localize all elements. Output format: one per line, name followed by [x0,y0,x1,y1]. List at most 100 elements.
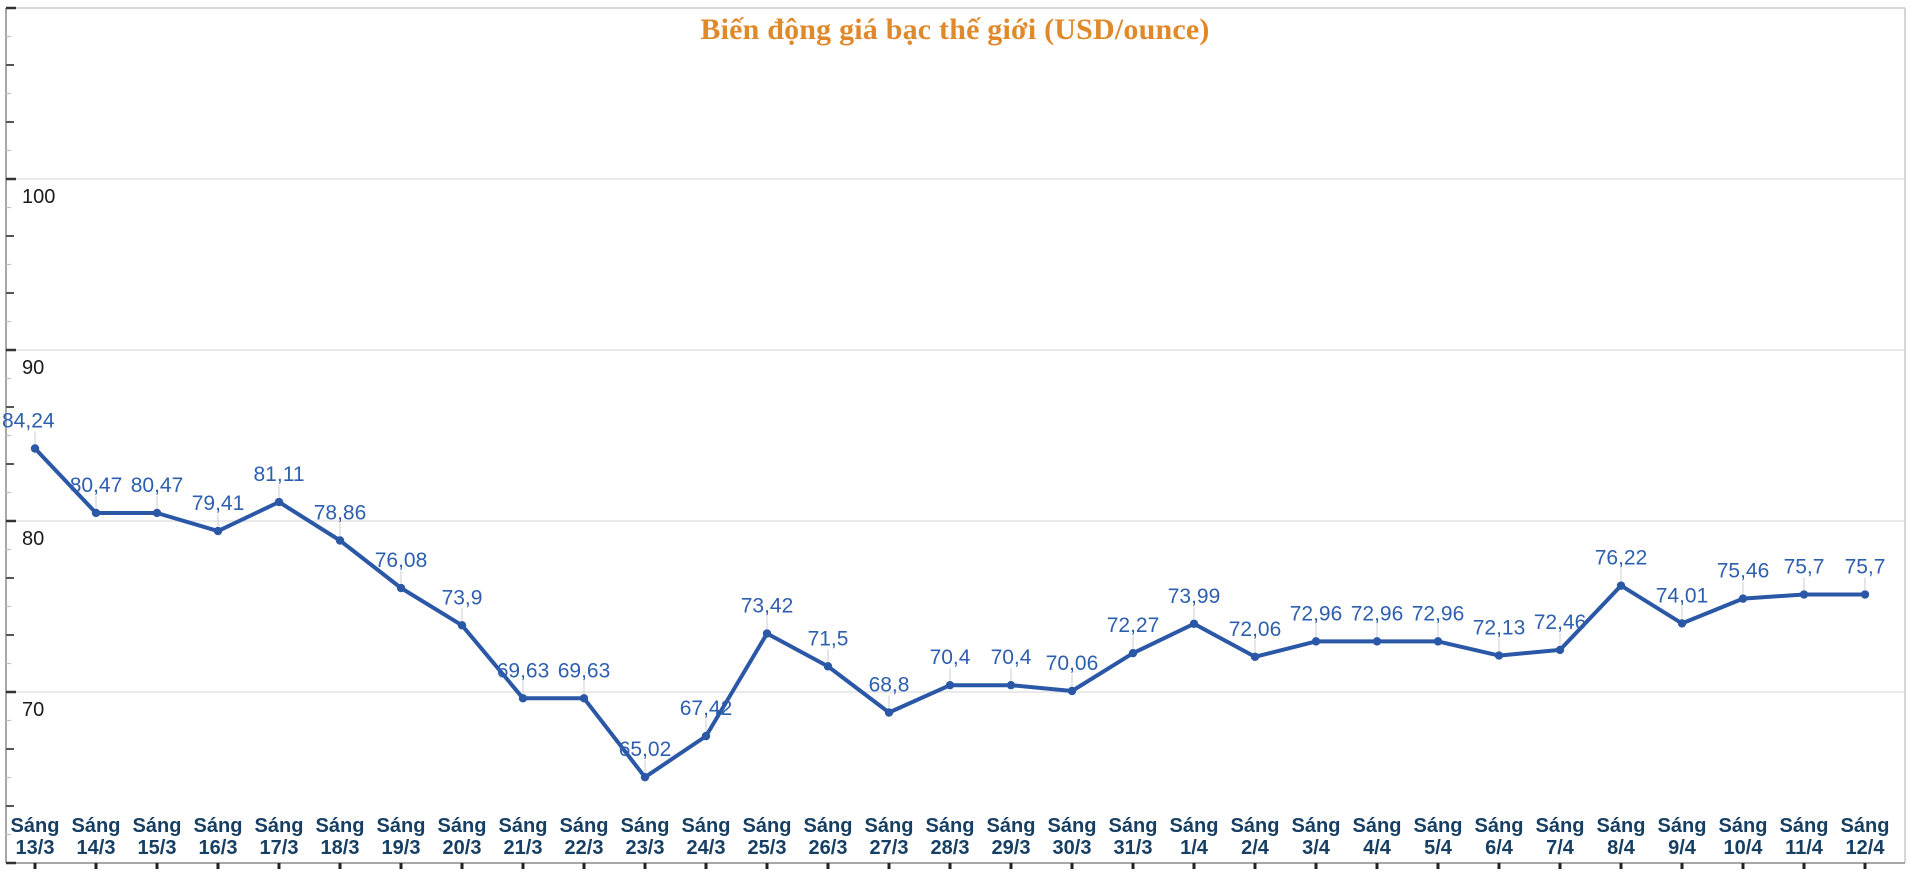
x-axis-label: Sáng 26/3 [804,815,853,859]
data-point [396,583,406,593]
x-axis-label: Sáng 15/3 [133,815,182,859]
y-axis-label: 70 [22,699,44,721]
data-point-label: 73,99 [1168,585,1221,608]
x-axis-label: Sáng 30/3 [1048,815,1097,859]
data-point-label: 65,02 [619,738,672,761]
data-point-label: 76,22 [1595,547,1648,570]
x-axis-label: Sáng 24/3 [682,815,731,859]
data-point [579,694,589,703]
data-point-label: 75,7 [1784,556,1825,579]
data-point-label: 80,47 [70,474,123,497]
data-point-label: 84,24 [2,409,55,432]
data-point-label: 75,7 [1845,556,1886,579]
x-axis-label: Sáng 31/3 [1109,815,1158,859]
data-point [640,772,650,782]
y-axis-label: 90 [22,357,44,379]
data-point-label: 70,4 [991,646,1032,669]
x-axis-label: Sáng 2/4 [1231,815,1280,859]
data-point-label: 79,41 [192,492,245,515]
data-point [1006,680,1016,690]
data-point [1311,637,1321,646]
chart-title: Biến động giá bạc thế giới (USD/ounce) [700,13,1210,46]
data-point-label: 72,96 [1351,602,1404,625]
data-point-label: 68,8 [869,674,910,697]
data-point [884,708,894,717]
data-point-label: 75,46 [1717,560,1770,583]
x-axis-label: Sáng 29/3 [987,815,1036,859]
data-point-label: 71,5 [808,627,849,650]
data-point [91,508,101,518]
trend-line [33,446,1867,780]
data-point-label: 73,9 [442,586,483,609]
x-axis-label: Sáng 4/4 [1353,815,1402,859]
data-point [1250,652,1260,661]
x-axis-label: Sáng 11/4 [1780,815,1829,859]
data-point [1555,645,1565,655]
x-axis-label: Sáng 20/3 [438,815,487,859]
data-point [1494,651,1504,660]
x-axis-label: Sáng 28/3 [926,815,975,859]
data-point [823,662,833,671]
data-point-label: 69,63 [558,659,611,682]
data-point [152,508,162,518]
data-point-label: 72,96 [1290,602,1343,625]
data-point [1677,619,1687,628]
data-point-label: 80,47 [131,474,184,497]
data-point-label: 67,42 [680,697,733,720]
x-axis-label: Sáng 27/3 [865,815,914,859]
x-axis-label: Sáng 8/4 [1597,815,1646,859]
data-point [1738,594,1748,603]
data-point [30,444,40,453]
data-point [1433,637,1443,646]
x-axis-label: Sáng 21/3 [499,815,548,859]
y-axis-label: 80 [22,528,44,550]
x-axis-label: Sáng 25/3 [743,815,792,859]
data-point [1128,648,1138,658]
data-point [1067,686,1077,696]
data-point-label: 70,06 [1046,652,1099,675]
x-axis-label: Sáng 10/4 [1719,815,1768,859]
data-point [945,680,955,690]
data-point-label: 72,46 [1534,611,1587,634]
data-point-label: 73,42 [741,595,794,618]
data-point [518,694,528,703]
data-point-label: 72,96 [1412,602,1465,625]
x-axis-label: Sáng 14/3 [72,815,121,859]
x-axis-label: Sáng 5/4 [1414,815,1463,859]
data-point-label: 69,63 [497,659,550,682]
x-axis-label: Sáng 23/3 [621,815,670,859]
data-point [1799,590,1809,599]
x-axis-label: Sáng 19/3 [377,815,426,859]
x-axis-label: Sáng 7/4 [1536,815,1585,859]
data-point-label: 76,08 [375,549,428,572]
x-axis-label: Sáng 18/3 [316,815,365,859]
data-point [701,731,711,741]
data-point-label: 70,4 [930,646,971,669]
data-point-label: 72,27 [1107,614,1160,637]
x-axis-label: Sáng 9/4 [1658,815,1707,859]
x-axis-label: Sáng 3/4 [1292,815,1341,859]
data-point [213,526,223,536]
data-point-label: 74,01 [1656,584,1709,607]
data-point-label: 81,11 [254,463,305,486]
x-axis-label: Sáng 13/3 [11,815,60,859]
data-point [1616,581,1626,590]
data-point [1189,619,1199,628]
data-point-label: 72,06 [1229,618,1282,641]
x-axis-label: Sáng 16/3 [194,815,243,859]
data-point [457,621,467,630]
data-point [1372,637,1382,646]
y-axis-label: 100 [22,186,55,208]
data-point [762,629,772,638]
data-point [335,536,345,545]
x-axis-label: Sáng 1/4 [1170,815,1219,859]
data-point-label: 78,86 [314,501,367,524]
data-point [274,497,284,507]
data-point [1860,590,1870,599]
x-axis-label: Sáng 12/4 [1841,815,1890,859]
x-axis-label: Sáng 17/3 [255,815,304,859]
x-axis-label: Sáng 22/3 [560,815,609,859]
data-point-label: 72,13 [1473,617,1526,640]
